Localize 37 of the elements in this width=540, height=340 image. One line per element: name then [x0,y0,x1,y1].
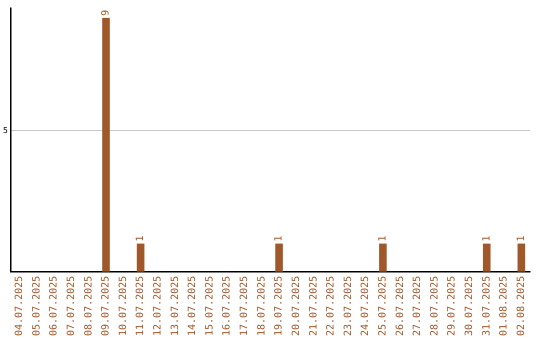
x-tick-label: 19.07.2025 [274,276,285,336]
x-tick-label: 13.07.2025 [170,276,181,336]
x-tick-label: 11.07.2025 [135,276,146,336]
x-tick-label: 22.07.2025 [326,276,337,336]
x-tick-label: 30.07.2025 [464,276,476,336]
x-tick-label: 20.07.2025 [290,276,302,336]
x-tick-label: 31.07.2025 [481,276,492,336]
x-tick-label: 15.07.2025 [204,276,216,336]
data-label: 1 [481,236,492,242]
data-label: 9 [100,10,112,16]
x-tick-label: 28.07.2025 [429,276,440,336]
x-tick-label: 12.07.2025 [152,276,164,336]
x-tick-label: 29.07.2025 [446,276,458,336]
x-tick-label: 14.07.2025 [187,276,198,336]
x-tick-label: 23.07.2025 [342,276,354,336]
x-tick-label: 18.07.2025 [256,276,268,336]
x-tick-label: 09.07.2025 [100,276,112,336]
x-tick-label: 04.07.2025 [14,276,26,336]
x-tick-label: 16.07.2025 [222,276,233,336]
x-tick-label: 10.07.2025 [118,276,129,336]
x-tick-label: 05.07.2025 [31,276,42,336]
x-tick-label: 02.08.2025 [516,276,527,336]
x-tick-label: 24.07.2025 [360,276,372,336]
x-tick-label: 25.07.2025 [377,276,388,336]
x-tick-label: 26.07.2025 [394,276,406,336]
data-label: 1 [516,236,527,242]
data-label: 1 [274,236,285,242]
x-tick-label: 21.07.2025 [308,276,320,336]
y-tick-label: 5 [2,126,8,135]
data-label: 1 [135,236,146,242]
x-tick-label: 07.07.2025 [66,276,77,336]
x-tick-label: 06.07.2025 [48,276,60,336]
x-tick-label: 01.08.2025 [498,276,510,336]
x-tick-label: 08.07.2025 [83,276,94,336]
x-tick-label: 27.07.2025 [412,276,424,336]
x-tick-label: 17.07.2025 [239,276,250,336]
data-label: 1 [377,236,388,242]
